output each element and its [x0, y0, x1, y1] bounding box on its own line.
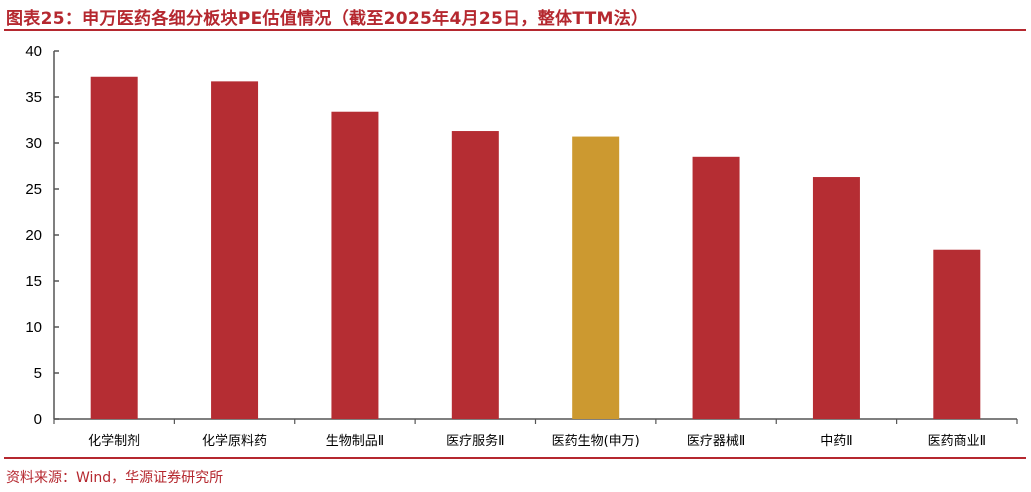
y-tick-label: 0: [34, 411, 42, 428]
x-category-label: 化学原料药: [202, 433, 267, 449]
y-tick-label: 5: [34, 365, 42, 382]
x-category-label: 化学制剂: [88, 433, 140, 449]
bar-1: [90, 76, 138, 419]
x-category-label: 生物制品Ⅱ: [326, 434, 384, 449]
source-note: 资料来源：Wind，华源证券研究所: [6, 470, 224, 486]
bar-3: [331, 111, 379, 419]
y-tick-label: 30: [25, 135, 42, 152]
bar-4: [451, 131, 499, 420]
y-tick-label: 35: [25, 89, 42, 106]
y-tick-label: 15: [25, 273, 42, 290]
x-category-label: 医药商业Ⅱ: [928, 434, 986, 449]
y-tick-label: 10: [25, 319, 42, 336]
bar-2: [211, 81, 259, 420]
y-tick-label: 40: [25, 43, 42, 60]
y-tick-label: 20: [25, 227, 42, 244]
bar-8: [933, 249, 981, 419]
title-rule: [4, 29, 1026, 31]
x-category-label: 中药Ⅱ: [820, 434, 852, 449]
bar-5: [572, 136, 620, 419]
x-category-label: 医疗服务Ⅱ: [446, 433, 504, 449]
x-category-label: 医药生物(申万): [552, 434, 640, 449]
chart-title: 图表25：申万医药各细分板块PE估值情况（截至2025年4月25日，整体TTM法…: [6, 9, 649, 29]
footer-rule: [4, 457, 1026, 459]
bar-6: [692, 156, 740, 420]
y-tick-label: 25: [25, 181, 42, 198]
x-category-label: 医疗器械Ⅱ: [687, 434, 745, 449]
bar-7: [812, 177, 860, 419]
